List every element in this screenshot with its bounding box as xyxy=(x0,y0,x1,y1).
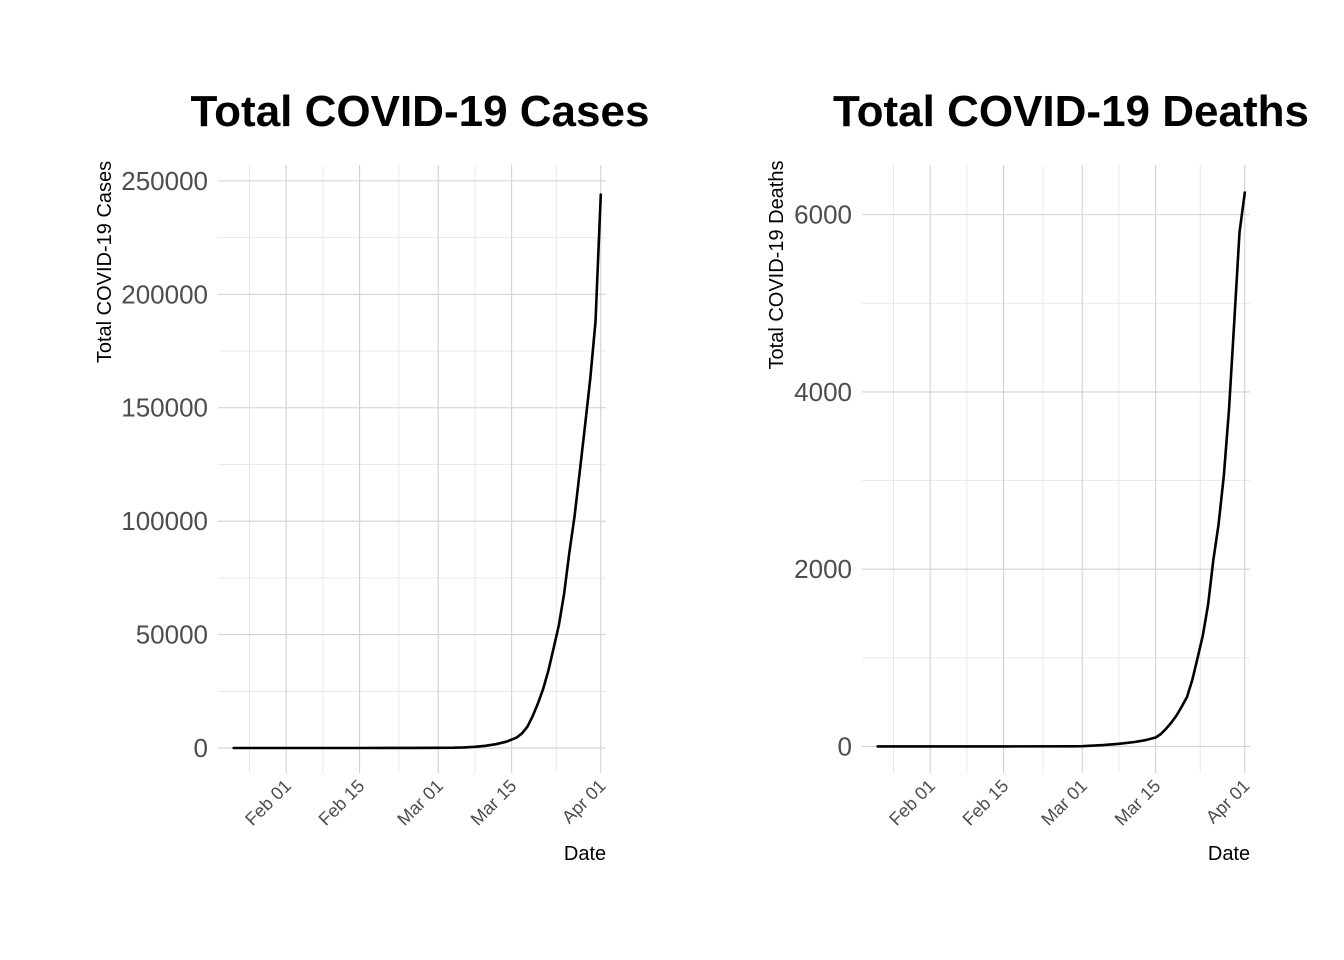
x-tick-label: Mar 15 xyxy=(1111,776,1165,830)
x-tick-label: Mar 15 xyxy=(467,776,521,830)
x-tick-label: Apr 01 xyxy=(1202,776,1254,828)
series-line xyxy=(232,193,603,750)
series-line xyxy=(876,191,1247,748)
x-tick-label: Apr 01 xyxy=(558,776,610,828)
chart-panel-cases: Total COVID-19 Cases Date Total COVID-19… xyxy=(94,87,649,865)
y-tick-label: 0 xyxy=(838,731,852,761)
x-tick-label: Mar 01 xyxy=(1037,776,1091,830)
y-tick-label: 4000 xyxy=(794,377,852,407)
y-axis-label: Total COVID-19 Cases xyxy=(94,161,116,363)
x-tick-label: Mar 01 xyxy=(393,776,447,830)
grid xyxy=(862,165,1250,773)
chart-title: Total COVID-19 Cases xyxy=(191,87,650,136)
y-tick-label: 0 xyxy=(194,733,208,763)
grid xyxy=(218,165,606,773)
x-tick-label: Feb 15 xyxy=(959,776,1013,830)
y-tick-label: 50000 xyxy=(136,620,208,650)
y-axis-label: Total COVID-19 Deaths xyxy=(766,161,788,370)
x-axis-label: Date xyxy=(564,843,606,865)
y-tick-label: 150000 xyxy=(121,393,208,423)
y-tick-label: 6000 xyxy=(794,200,852,230)
chart-panel-deaths: Total COVID-19 Deaths Date Total COVID-1… xyxy=(766,87,1309,865)
x-tick-label: Feb 15 xyxy=(315,776,369,830)
y-tick-label: 100000 xyxy=(121,506,208,536)
y-tick-label: 2000 xyxy=(794,554,852,584)
x-tick-label: Feb 01 xyxy=(885,776,939,830)
x-axis-label: Date xyxy=(1208,843,1250,865)
chart-title: Total COVID-19 Deaths xyxy=(833,87,1309,136)
x-tick-label: Feb 01 xyxy=(241,776,295,830)
y-tick-label: 200000 xyxy=(121,279,208,309)
y-tick-label: 250000 xyxy=(121,166,208,196)
